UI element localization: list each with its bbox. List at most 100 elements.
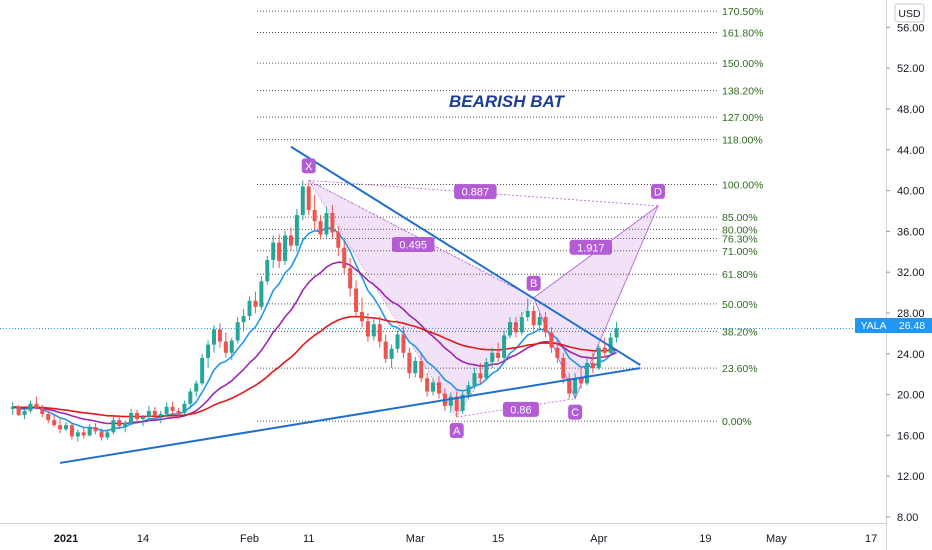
candle-body: [401, 334, 406, 353]
candle-body: [508, 322, 512, 336]
candle-body: [81, 432, 86, 436]
candle-body: [69, 425, 74, 437]
candle-body: [431, 382, 436, 392]
candle-body: [395, 334, 400, 349]
candle-body: [342, 247, 347, 269]
time-tick-label: Mar: [406, 533, 425, 545]
candle-body: [360, 311, 364, 322]
time-tick-label: 19: [699, 533, 711, 545]
candle-body: [64, 425, 68, 430]
price-tick-label: 20.00: [897, 390, 925, 402]
candle-body: [223, 341, 228, 353]
ratio-label: 0.495: [399, 240, 427, 252]
candle-body: [567, 378, 572, 394]
time-tick-label: 17: [865, 533, 877, 545]
candle-body: [87, 427, 92, 436]
candle-body: [58, 425, 63, 430]
candle-body: [265, 259, 270, 282]
point-label-a: A: [453, 426, 461, 438]
fib-level-label: 23.60%: [722, 363, 758, 375]
fib-level-label: 61.80%: [722, 269, 758, 281]
candle-body: [555, 347, 560, 358]
fib-level-label: 76.30%: [722, 234, 758, 246]
candle-body: [561, 357, 566, 379]
time-tick-label: Apr: [590, 533, 607, 545]
candle-body: [519, 317, 524, 333]
price-tick-label: 16.00: [897, 430, 925, 442]
moving-averages: [12, 226, 618, 432]
candle-body: [413, 360, 418, 374]
candle-body: [306, 186, 311, 210]
candle-body: [336, 232, 341, 248]
price-tick-label: 40.00: [897, 186, 925, 198]
currency-button[interactable]: USD: [894, 3, 925, 23]
candle-body: [614, 328, 619, 338]
support-trendline[interactable]: [59, 367, 641, 464]
candle-body: [28, 403, 33, 411]
candle-body: [146, 410, 151, 418]
candle-body: [170, 406, 175, 411]
point-badge-b: [526, 275, 541, 291]
time-tick-label: 11: [303, 533, 314, 545]
candle-body: [75, 432, 80, 437]
candle-body: [348, 268, 353, 289]
price-tick-label: 36.00: [897, 226, 925, 238]
candle-body: [573, 378, 578, 394]
candle-body: [324, 213, 329, 235]
candle-body: [407, 352, 412, 374]
candle-body: [354, 288, 359, 312]
point-label-d: D: [654, 186, 662, 198]
price-tick-label: 52.00: [897, 63, 925, 75]
ema-fast-line: [12, 226, 618, 432]
candle-body: [383, 341, 388, 359]
candle-body: [277, 242, 282, 261]
time-axis[interactable]: 2021 14 Feb 11 Mar 15 Apr 19 May 17: [0, 523, 886, 546]
triangle-trendlines[interactable]: [59, 145, 641, 464]
candle-body: [158, 413, 163, 417]
ratio-badge: [454, 184, 497, 200]
ratio-label: 0.86: [510, 404, 531, 416]
candle-body: [140, 417, 145, 420]
candle-body: [531, 310, 536, 326]
price-tick-label: 28.00: [897, 308, 925, 320]
candle-body: [543, 317, 548, 333]
ema-mid-line: [12, 261, 617, 425]
candle-body: [253, 300, 258, 307]
candle-body: [117, 420, 122, 427]
point-badge-a: [449, 423, 464, 439]
fib-level-label: 71.00%: [722, 246, 758, 258]
candle-body: [93, 427, 98, 432]
fib-level-label: 38.20%: [722, 326, 758, 338]
resistance-trendline[interactable]: [290, 145, 641, 366]
candle-body: [111, 420, 116, 433]
ema-slow-line: [12, 315, 617, 418]
candle-body: [502, 335, 507, 358]
fib-level-label: 80.00%: [722, 224, 758, 236]
chart-title: BEARISH BAT: [449, 92, 566, 111]
candle-body: [454, 396, 459, 411]
fib-level-label: 170.50%: [722, 6, 763, 18]
candle-body: [460, 394, 465, 411]
candle-body: [40, 407, 45, 414]
fib-level-label: 100.00%: [722, 179, 763, 191]
candle-body: [389, 348, 394, 359]
candle-body: [436, 382, 441, 394]
fib-level-label: 150.00%: [722, 58, 763, 70]
price-tick-label: 12.00: [897, 471, 925, 483]
candle-body: [212, 329, 216, 345]
symbol-tag-label: YALA: [860, 320, 886, 332]
candlesticks: [10, 180, 619, 442]
candle-body: [271, 242, 276, 260]
ratio-badge: [391, 237, 435, 253]
fib-level-label: 127.00%: [722, 112, 763, 124]
candle-body: [448, 396, 453, 406]
candle-body: [241, 316, 246, 323]
price-axis[interactable]: 56.00 52.00 48.00 44.00 40.00 36.00 32.00 28.00…: [886, 0, 925, 550]
candle-body: [283, 235, 288, 261]
price-tick-label: 24.00: [897, 349, 925, 361]
ratio-label: 1.917: [577, 242, 605, 254]
candle-body: [99, 431, 104, 438]
fib-level-label: 161.80%: [722, 28, 763, 40]
ratio-badge: [502, 401, 539, 417]
